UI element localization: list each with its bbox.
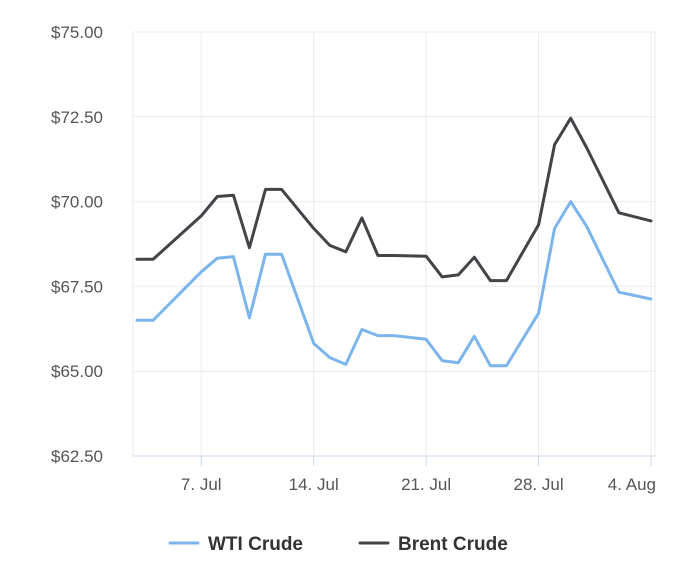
series-lines — [135, 116, 653, 368]
x-tick-label: 21. Jul — [401, 475, 451, 494]
legend-item-wti-crude[interactable]: WTI Crude — [168, 534, 303, 555]
y-tick-label: $75.00 — [51, 23, 103, 42]
grid-lines — [132, 31, 656, 466]
axis-labels: $62.50 $65.00 $67.50 $70.00 $72.50 $75.00 7. J… — [51, 23, 656, 494]
y-tick-label: $70.00 — [51, 193, 103, 212]
series-line-brent-crude[interactable] — [135, 116, 653, 283]
legend-label: WTI Crude — [208, 534, 303, 555]
legend-label: Brent Crude — [398, 534, 508, 555]
series-line-wti-crude[interactable] — [135, 200, 653, 368]
x-tick-label: 14. Jul — [289, 475, 339, 494]
legend[interactable]: WTI Crude Brent Crude — [168, 534, 508, 555]
x-tick-label: 28. Jul — [514, 475, 564, 494]
x-tick-label: 4. Aug — [608, 475, 656, 494]
y-tick-label: $67.50 — [51, 277, 103, 296]
x-tick-label: 7. Jul — [181, 475, 222, 494]
y-tick-label: $62.50 — [51, 447, 103, 466]
y-tick-label: $72.50 — [51, 108, 103, 127]
y-tick-label: $65.00 — [51, 362, 103, 381]
legend-item-brent-crude[interactable]: Brent Crude — [358, 534, 508, 555]
